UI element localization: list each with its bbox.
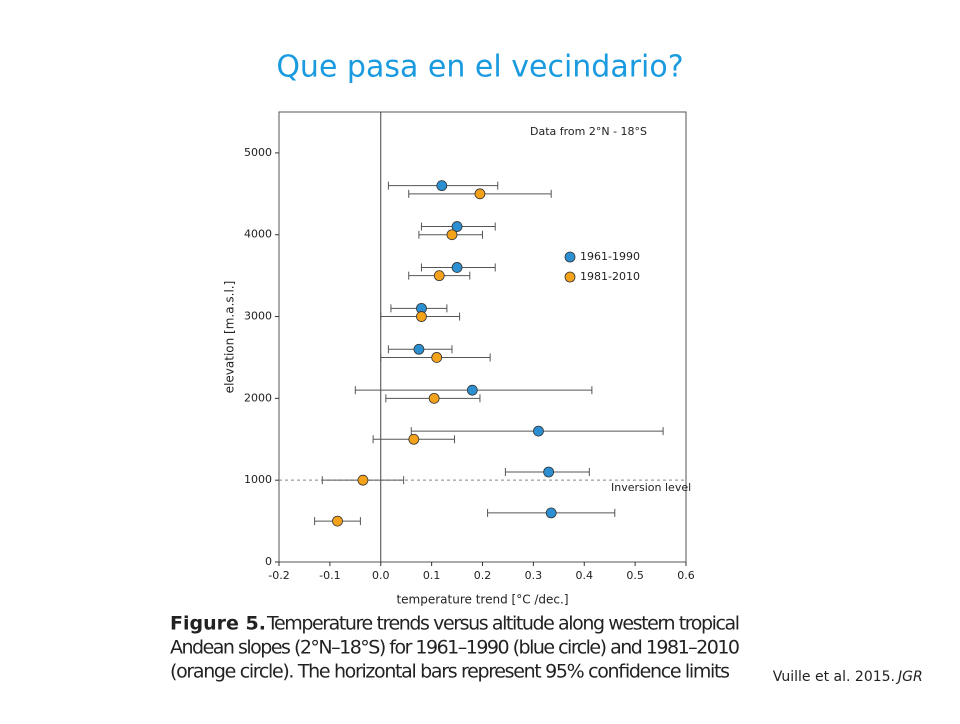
- legend-marker: [564, 251, 576, 263]
- y-tick-label: 0: [265, 555, 272, 568]
- point: [416, 311, 427, 322]
- point: [436, 180, 448, 192]
- caption-line: Temperature trends versus altitude along…: [266, 613, 740, 635]
- caption-line: (orange circle). The horizontal bars rep…: [170, 661, 730, 683]
- point: [533, 425, 544, 437]
- point: [451, 262, 463, 273]
- point: [413, 343, 425, 355]
- point: [474, 188, 486, 200]
- x-tick-label: -0.2: [268, 569, 289, 582]
- point: [332, 515, 343, 527]
- y-axis-label: elevation [m.a.s.l.]: [223, 281, 237, 394]
- caption-label: Figure 5.: [170, 613, 266, 635]
- point: [433, 270, 445, 282]
- citation-journal: JGR: [895, 669, 923, 685]
- x-tick-label: 0.2: [474, 569, 492, 582]
- point: [431, 352, 443, 363]
- x-tick-label: 0.1: [423, 569, 441, 582]
- point: [446, 229, 458, 241]
- y-tick-label: 1000: [244, 473, 272, 486]
- point: [466, 384, 478, 396]
- x-tick-label: 0.3: [525, 569, 543, 582]
- y-tick-label: 4000: [244, 228, 272, 241]
- plot-frame: [278, 111, 687, 563]
- legend-label: 1961-1990: [580, 250, 640, 263]
- citation: Vuille et al. 2015.: [773, 669, 895, 685]
- point: [545, 507, 557, 519]
- legend-label: 1981-2010: [580, 270, 640, 283]
- x-tick-label: 0.6: [677, 569, 695, 582]
- y-tick-label: 2000: [244, 391, 272, 404]
- point: [408, 433, 420, 445]
- point: [451, 221, 463, 232]
- point: [428, 392, 440, 404]
- y-tick-label: 5000: [244, 146, 272, 159]
- x-tick-label: 0.0: [372, 569, 390, 582]
- caption-line: Andean slopes (2°N–18°S) for 1961–1990 (…: [170, 637, 740, 659]
- slide-title: Que pasa en el vecindario?: [276, 50, 683, 85]
- legend-marker: [564, 271, 576, 283]
- x-axis-label: temperature trend [°C /dec.]: [396, 593, 568, 607]
- x-tick-label: 0.4: [576, 569, 594, 582]
- x-tick-label: 0.5: [626, 569, 644, 582]
- y-tick-label: 3000: [244, 310, 272, 323]
- point: [543, 466, 555, 478]
- x-tick-label: -0.1: [319, 569, 340, 582]
- inversion-label: Inversion level: [611, 481, 691, 494]
- annotation: Data from 2°N - 18°S: [530, 125, 647, 138]
- point: [357, 474, 369, 486]
